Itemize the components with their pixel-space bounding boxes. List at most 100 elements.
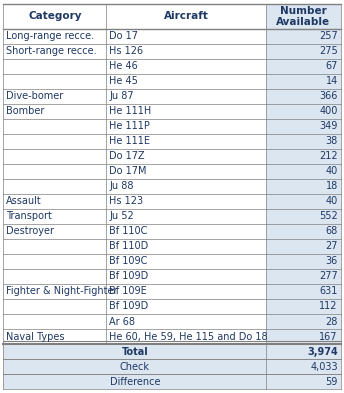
Text: 4,033: 4,033 [310,362,338,371]
Bar [266,299,341,314]
Text: Destroyer: Destroyer [6,226,54,237]
Bar [3,74,106,89]
Bar [106,254,266,269]
Text: Category: Category [28,11,82,21]
Text: Ar 68: Ar 68 [109,316,135,327]
Bar [3,4,106,29]
Text: He 46: He 46 [109,61,138,71]
Bar [3,314,106,329]
Bar [106,29,266,44]
Text: Number
Available: Number Available [277,6,331,27]
Bar [3,374,266,389]
Bar [266,329,341,344]
Bar [3,149,106,164]
Bar [106,284,266,299]
Bar [3,29,106,44]
Text: 349: 349 [320,121,338,131]
Bar [3,284,106,299]
Text: Do 17M: Do 17M [109,166,147,176]
Text: 631: 631 [320,286,338,296]
Bar [3,89,106,104]
Text: Hs 123: Hs 123 [109,196,143,206]
Bar [266,269,341,284]
Text: Dive-bomer: Dive-bomer [6,91,63,101]
Text: 14: 14 [325,76,338,86]
Bar [3,224,106,239]
Text: 38: 38 [325,136,338,146]
Bar [266,164,341,179]
Text: Transport: Transport [6,211,52,221]
Bar [106,269,266,284]
Text: Bomber: Bomber [6,106,45,116]
Bar [106,89,266,104]
Text: Ju 52: Ju 52 [109,211,134,221]
Bar [106,194,266,209]
Text: 552: 552 [319,211,338,221]
Bar [266,119,341,134]
Text: Bf 110C: Bf 110C [109,226,147,237]
Text: Long-range recce.: Long-range recce. [6,31,94,41]
Text: Ju 87: Ju 87 [109,91,133,101]
Bar [3,329,106,344]
Bar [3,344,266,359]
Text: 18: 18 [325,181,338,191]
Bar [266,194,341,209]
Bar [106,314,266,329]
Bar [106,74,266,89]
Text: He 45: He 45 [109,76,138,86]
Bar [3,269,106,284]
Bar [106,149,266,164]
Bar [3,164,106,179]
Text: Do 17: Do 17 [109,31,138,41]
Text: 275: 275 [319,46,338,56]
Bar [3,299,106,314]
Bar [106,119,266,134]
Bar [266,134,341,149]
Text: 40: 40 [325,166,338,176]
Bar [266,4,341,29]
Text: 112: 112 [319,301,338,312]
Bar [266,149,341,164]
Text: He 111H: He 111H [109,106,151,116]
Bar [266,209,341,224]
Text: 212: 212 [319,151,338,162]
Bar [106,299,266,314]
Text: Bf 110D: Bf 110D [109,241,148,252]
Bar [266,59,341,74]
Text: 3,974: 3,974 [307,347,338,356]
Bar [3,134,106,149]
Bar [3,59,106,74]
Bar [3,194,106,209]
Text: 257: 257 [319,31,338,41]
Bar [3,359,266,374]
Bar [106,44,266,59]
Text: Naval Types: Naval Types [6,332,65,342]
Bar [3,44,106,59]
Text: He 60, He 59, He 115 and Do 18: He 60, He 59, He 115 and Do 18 [109,332,268,342]
Text: 28: 28 [325,316,338,327]
Text: 59: 59 [325,376,338,387]
Bar [266,29,341,44]
Bar [106,164,266,179]
Text: Short-range recce.: Short-range recce. [6,46,97,56]
Bar [266,74,341,89]
Text: 400: 400 [320,106,338,116]
Bar [3,254,106,269]
Text: Difference: Difference [110,376,160,387]
Bar [266,359,341,374]
Text: Bf 109C: Bf 109C [109,257,147,266]
Bar [266,284,341,299]
Bar [266,224,341,239]
Bar [266,254,341,269]
Text: Assault: Assault [6,196,42,206]
Text: Check: Check [120,362,150,371]
Bar [106,104,266,119]
Bar [106,134,266,149]
Bar [266,104,341,119]
Text: Bf 109D: Bf 109D [109,301,148,312]
Text: Do 17Z: Do 17Z [109,151,144,162]
Bar [3,239,106,254]
Bar [266,344,341,359]
Bar [266,374,341,389]
Bar [266,239,341,254]
